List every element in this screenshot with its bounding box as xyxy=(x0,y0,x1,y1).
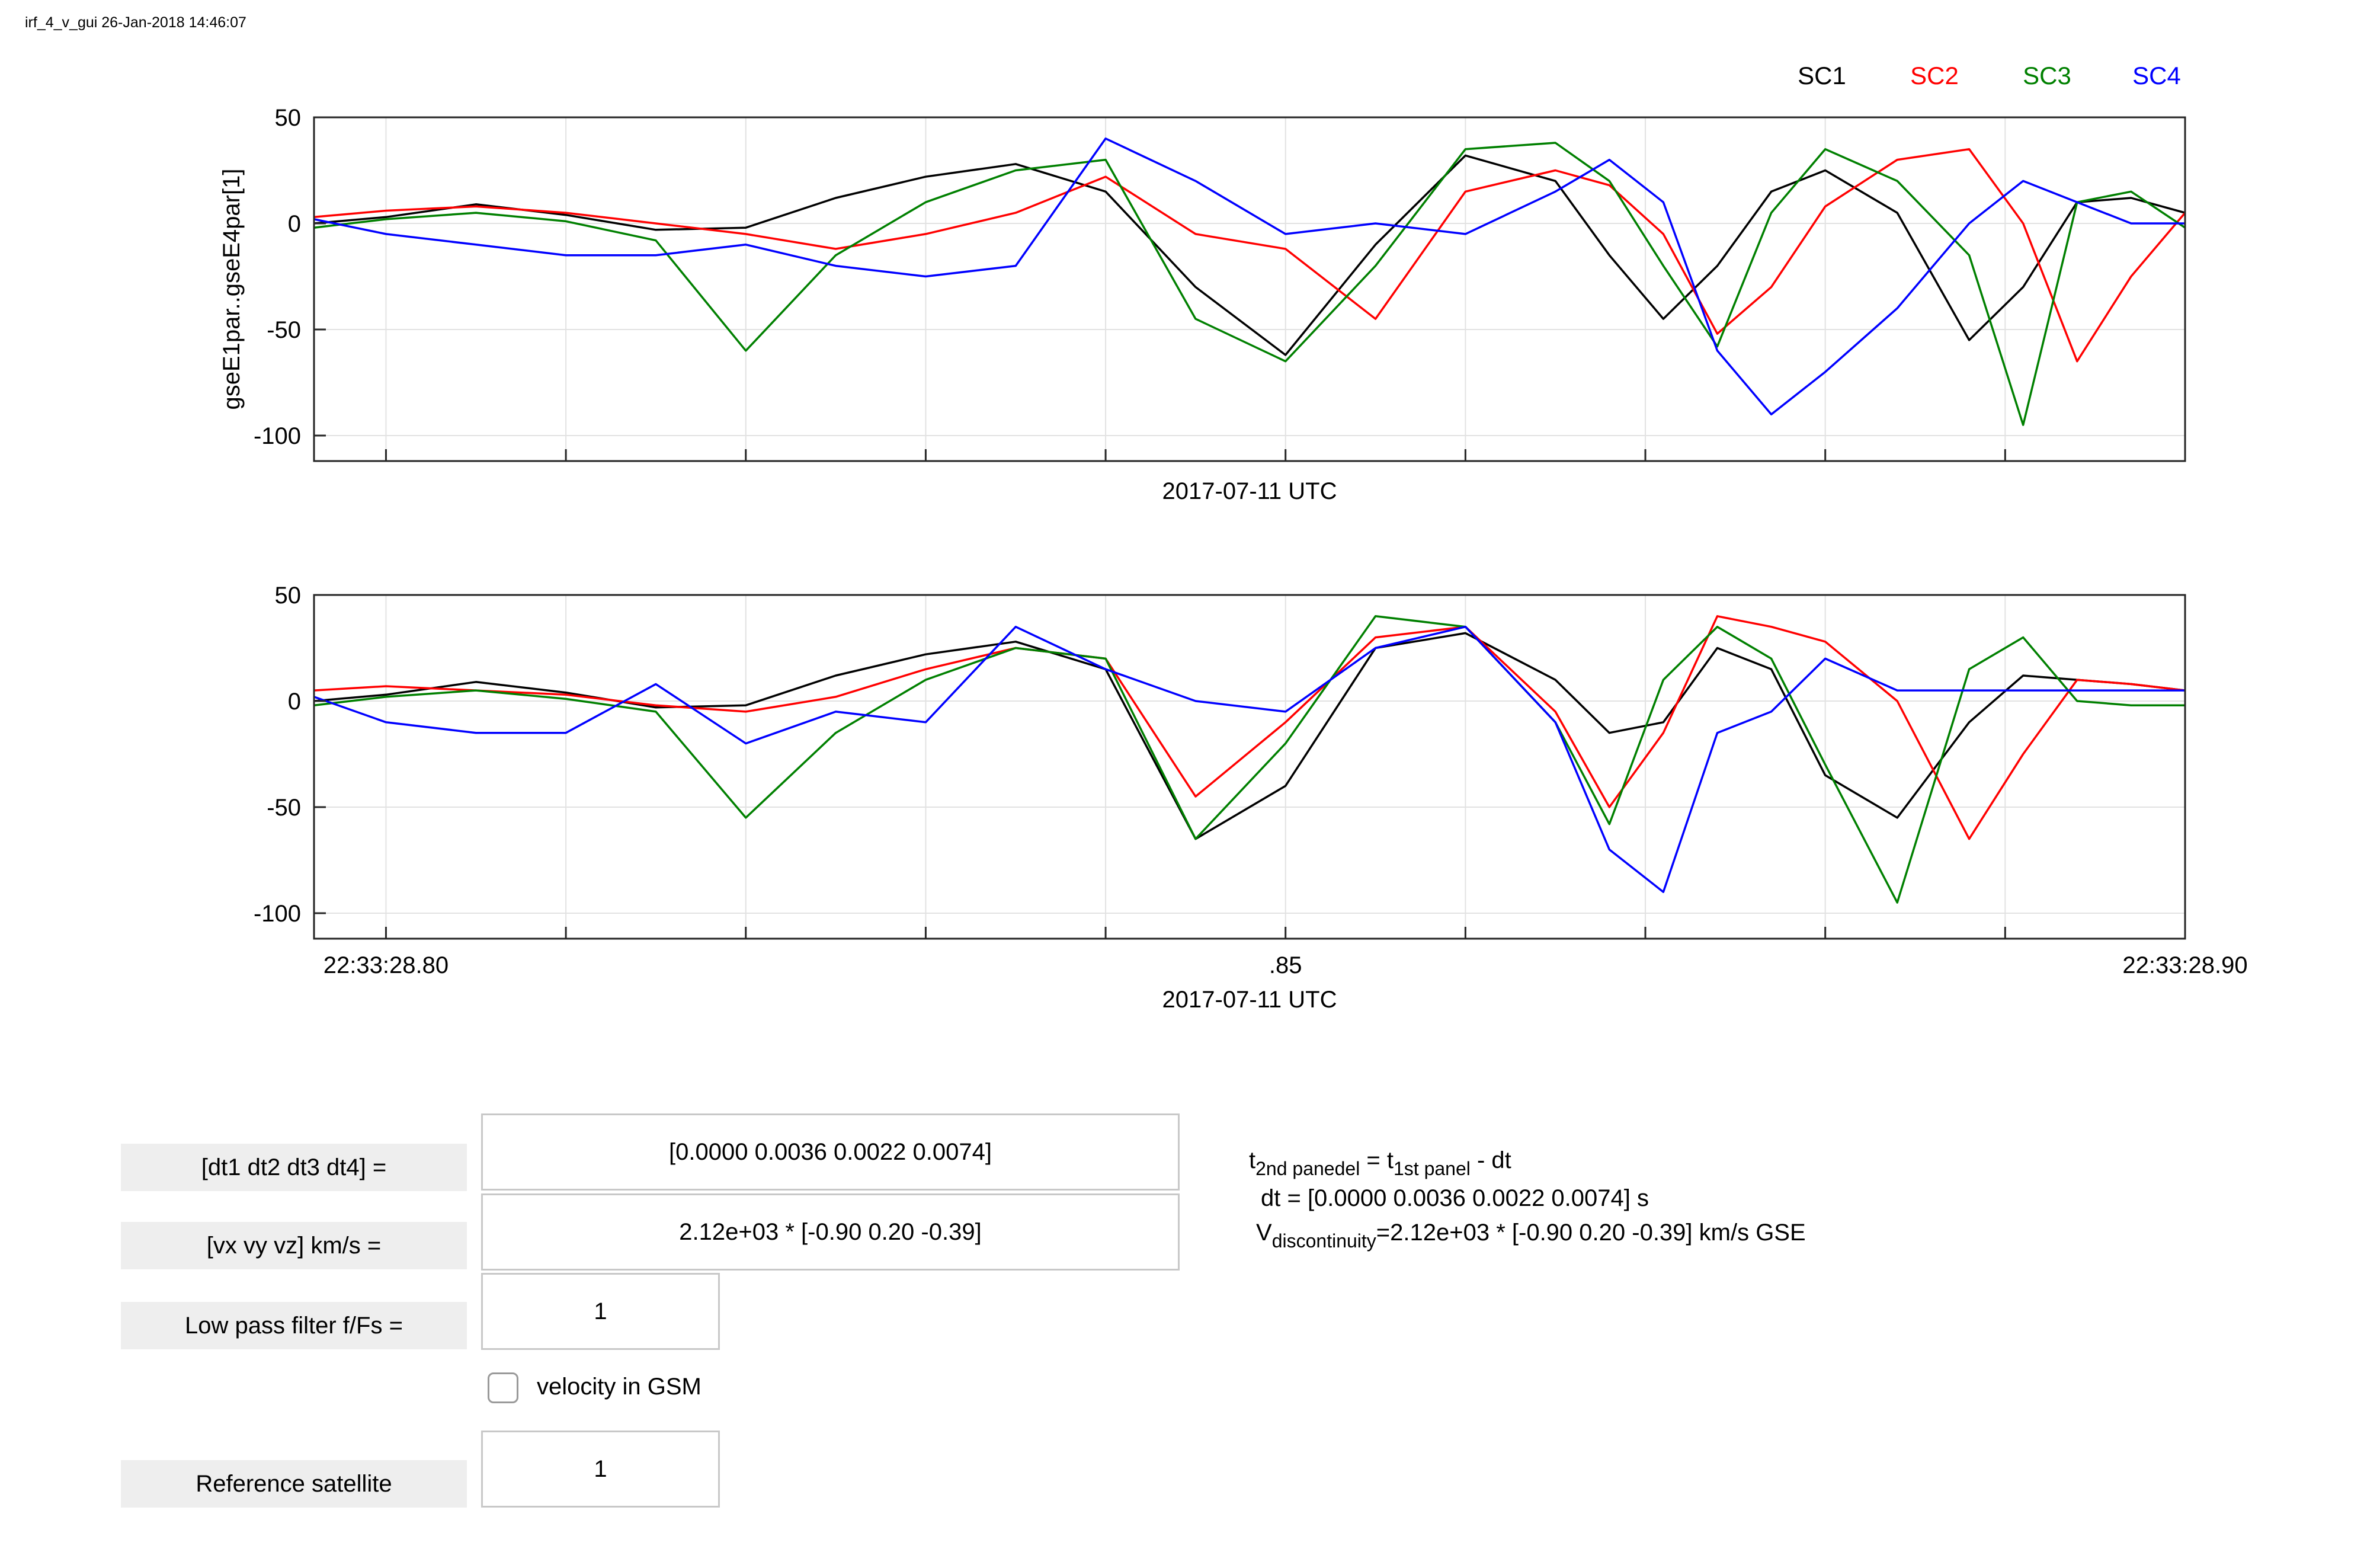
axes-box xyxy=(313,594,2186,940)
series-line-sc3 xyxy=(313,615,2185,904)
y-tick-label: -100 xyxy=(254,901,301,927)
y-tick-label: 0 xyxy=(288,689,301,715)
series-line-sc2 xyxy=(313,615,2186,840)
series-line-sc2 xyxy=(313,148,2186,363)
series-line-sc4 xyxy=(313,625,2185,893)
figure-title: irf_4_v_gui 26-Jan-2018 14:46:07 xyxy=(25,14,246,31)
time-shift-formula: t2nd panedel = t1st panel - dt xyxy=(1249,1147,1511,1179)
panel-2 xyxy=(313,594,2186,940)
series-line-sc1 xyxy=(313,154,2186,356)
velocity-gsm-label: velocity in GSM xyxy=(537,1374,701,1400)
y-axis-label: gseE1par..gseE4par[1] xyxy=(219,169,245,410)
x-axis-label: 2017-07-11 UTC xyxy=(1162,478,1337,504)
low-pass-filter-label: Low pass filter f/Fs = xyxy=(121,1302,467,1349)
series-line-sc3 xyxy=(313,142,2186,426)
x-axis-label: 2017-07-11 UTC xyxy=(1162,987,1337,1013)
x-tick-label: 22:33:28.90 xyxy=(2122,952,2247,978)
panel-1 xyxy=(313,116,2186,462)
legend-entry-sc1: SC1 xyxy=(1798,62,1846,89)
series-line-sc1 xyxy=(313,632,2186,840)
series-line-sc4 xyxy=(313,137,2185,415)
y-tick-label: -100 xyxy=(254,423,301,449)
y-tick-label: 50 xyxy=(275,583,302,609)
x-tick-label: 22:33:28.80 xyxy=(323,952,449,978)
reference-satellite-input[interactable]: 1 xyxy=(481,1431,720,1508)
dt-result: dt = [0.0000 0.0036 0.0022 0.0074] s xyxy=(1261,1185,1649,1211)
legend-entry-sc3: SC3 xyxy=(2023,62,2071,89)
velocity-gsm-checkbox[interactable] xyxy=(488,1372,518,1403)
axes-box xyxy=(313,116,2186,462)
x-tick-label: .85 xyxy=(1269,952,1302,978)
dt-input[interactable]: [0.0000 0.0036 0.0022 0.0074] xyxy=(481,1113,1180,1191)
chart-area: 50 0 -50 -100 2017-07-11 UTC gseE1par..gseE4p… xyxy=(219,62,2248,1013)
y-tick-label: -50 xyxy=(267,795,301,821)
legend-entry-sc4: SC4 xyxy=(2132,62,2181,89)
reference-satellite-label: Reference satellite xyxy=(121,1460,467,1508)
y-tick-label: 50 xyxy=(275,105,302,131)
dt-label: [dt1 dt2 dt3 dt4] = xyxy=(121,1144,467,1191)
legend-entry-sc2: SC2 xyxy=(1910,62,1959,89)
velocity-result: Vdiscontinuity=2.12e+03 * [-0.90 0.20 -0… xyxy=(1256,1220,1806,1252)
y-tick-label: -50 xyxy=(267,317,301,343)
velocity-label: [vx vy vz] km/s = xyxy=(121,1222,467,1269)
velocity-input[interactable]: 2.12e+03 * [-0.90 0.20 -0.39] xyxy=(481,1193,1180,1271)
y-tick-label: 0 xyxy=(288,211,301,237)
low-pass-filter-input[interactable]: 1 xyxy=(481,1273,720,1350)
